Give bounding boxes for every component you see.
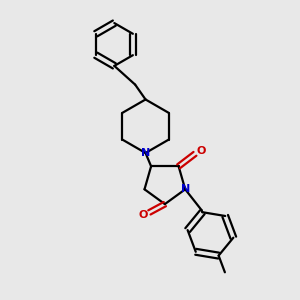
Text: O: O	[138, 210, 148, 220]
Text: N: N	[181, 184, 190, 194]
Text: O: O	[197, 146, 206, 156]
Text: N: N	[141, 148, 150, 158]
